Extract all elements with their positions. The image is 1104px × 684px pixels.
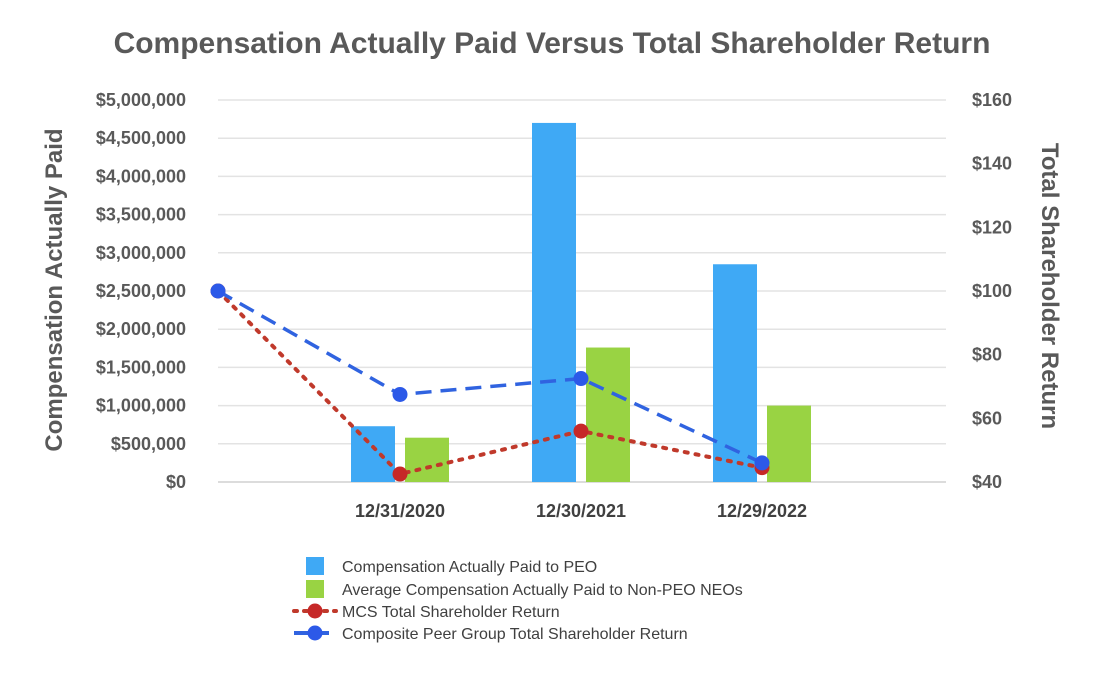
left-tick-label: $2,000,000 (96, 319, 186, 339)
bar (713, 264, 757, 482)
left-tick-label: $3,500,000 (96, 205, 186, 225)
series-line (216, 289, 764, 477)
data-point (392, 386, 408, 402)
gridlines (218, 99, 946, 483)
series-line (217, 289, 763, 465)
legend-marker (307, 625, 323, 641)
data-point (754, 455, 770, 471)
category-label: 12/31/2020 (355, 501, 445, 521)
legend-label: Average Compensation Actually Paid to No… (342, 582, 743, 599)
chart-title: Compensation Actually Paid Versus Total … (114, 27, 991, 60)
data-point (573, 371, 589, 387)
lines (210, 283, 770, 482)
right-tick-label: $140 (972, 154, 1012, 174)
right-tick-label: $80 (972, 345, 1002, 365)
left-tick-label: $5,000,000 (96, 90, 186, 110)
left-tick-label: $4,000,000 (96, 166, 186, 186)
bar (586, 347, 630, 482)
legend-swatch (306, 580, 324, 598)
category-label: 12/30/2021 (536, 501, 626, 521)
right-tick-label: $100 (972, 281, 1012, 301)
bar (767, 405, 811, 482)
left-tick-label: $0 (166, 472, 186, 492)
bars (351, 122, 811, 483)
bar (405, 437, 449, 482)
data-point (392, 466, 408, 482)
category-label: 12/29/2022 (717, 501, 807, 521)
right-tick-label: $60 (972, 408, 1002, 428)
left-axis-title: Compensation Actually Paid (41, 128, 68, 451)
data-point (210, 283, 226, 299)
bar (351, 426, 395, 482)
right-axis-ticks: $40 $60 $80 $100 $120 $140 $160 (972, 90, 1012, 492)
legend: Compensation Actually Paid to PEO Average… (292, 557, 743, 643)
right-tick-label: $120 (972, 217, 1012, 237)
left-tick-label: $4,500,000 (96, 128, 186, 148)
left-tick-label: $500,000 (111, 434, 186, 454)
right-tick-label: $160 (972, 90, 1012, 110)
legend-swatch (306, 557, 324, 575)
left-axis-ticks: $0 $500,000 $1,000,000 $1,500,000 $2,000,000… (96, 90, 186, 492)
legend-marker (307, 603, 323, 619)
legend-label: Compensation Actually Paid to PEO (342, 559, 597, 576)
left-tick-label: $1,500,000 (96, 357, 186, 377)
legend-label: MCS Total Shareholder Return (342, 604, 560, 621)
category-labels: 12/31/2020 12/30/2021 12/29/2022 (355, 501, 807, 521)
data-point (573, 423, 589, 439)
bar (532, 122, 576, 483)
left-tick-label: $3,000,000 (96, 243, 186, 263)
legend-label: Composite Peer Group Total Shareholder R… (342, 626, 688, 643)
right-axis-title: Total Shareholder Return (1036, 143, 1063, 429)
right-tick-label: $40 (972, 472, 1002, 492)
left-tick-label: $2,500,000 (96, 281, 186, 301)
left-tick-label: $1,000,000 (96, 396, 186, 416)
